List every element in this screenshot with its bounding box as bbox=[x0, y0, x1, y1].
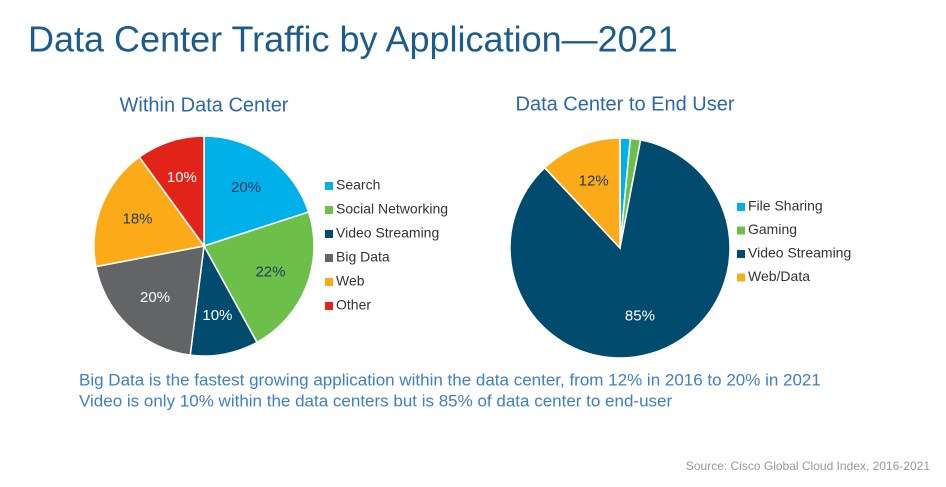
chart-title: Data Center to End User bbox=[516, 93, 735, 115]
legend-label: Gaming bbox=[748, 221, 797, 237]
source: Source: Cisco Global Cloud Index, 2016-2… bbox=[686, 459, 930, 473]
legend-swatch bbox=[325, 230, 333, 238]
data-label: 10% bbox=[202, 307, 232, 324]
legend-swatch bbox=[737, 226, 745, 235]
data-label: 12% bbox=[579, 172, 609, 189]
legend-label: Web/Data bbox=[748, 268, 810, 284]
legend-swatch bbox=[737, 203, 745, 211]
legend-swatch bbox=[737, 273, 745, 282]
legend-label: File Sharing bbox=[748, 198, 823, 214]
legend-label: Social Networking bbox=[336, 201, 448, 217]
data-label: 20% bbox=[231, 179, 261, 196]
legend-swatch bbox=[325, 254, 333, 262]
legend-label: Video Streaming bbox=[748, 245, 851, 261]
data-label: 22% bbox=[255, 263, 285, 280]
legend-swatch bbox=[325, 182, 333, 190]
legend-swatch bbox=[325, 302, 333, 310]
legend-swatch bbox=[325, 278, 333, 286]
legend-swatch bbox=[325, 206, 333, 214]
legend-label: Search bbox=[336, 177, 380, 193]
data-label: 20% bbox=[140, 289, 170, 306]
legend-swatch bbox=[737, 250, 745, 258]
chart-title: Within Data Center bbox=[120, 94, 289, 116]
legend-label: Other bbox=[336, 297, 371, 313]
legend-label: Video Streaming bbox=[336, 225, 439, 241]
pie-slice bbox=[95, 245, 205, 356]
data-label: 10% bbox=[167, 169, 197, 186]
note: Big Data is the fastest growing applicat… bbox=[79, 370, 821, 389]
legend-label: Big Data bbox=[336, 249, 390, 265]
data-label: 18% bbox=[123, 211, 153, 228]
legend-label: Web bbox=[336, 273, 365, 289]
pie-slice bbox=[202, 211, 315, 344]
pie-slice bbox=[138, 135, 205, 249]
pie-slice bbox=[203, 135, 310, 248]
pie-slice bbox=[543, 137, 621, 250]
data-label: 85% bbox=[625, 308, 655, 325]
note: Video is only 10% within the data center… bbox=[79, 391, 672, 410]
pie-slice bbox=[93, 155, 206, 268]
slide-title: Data Center Traffic by Application—2021 bbox=[28, 19, 678, 60]
